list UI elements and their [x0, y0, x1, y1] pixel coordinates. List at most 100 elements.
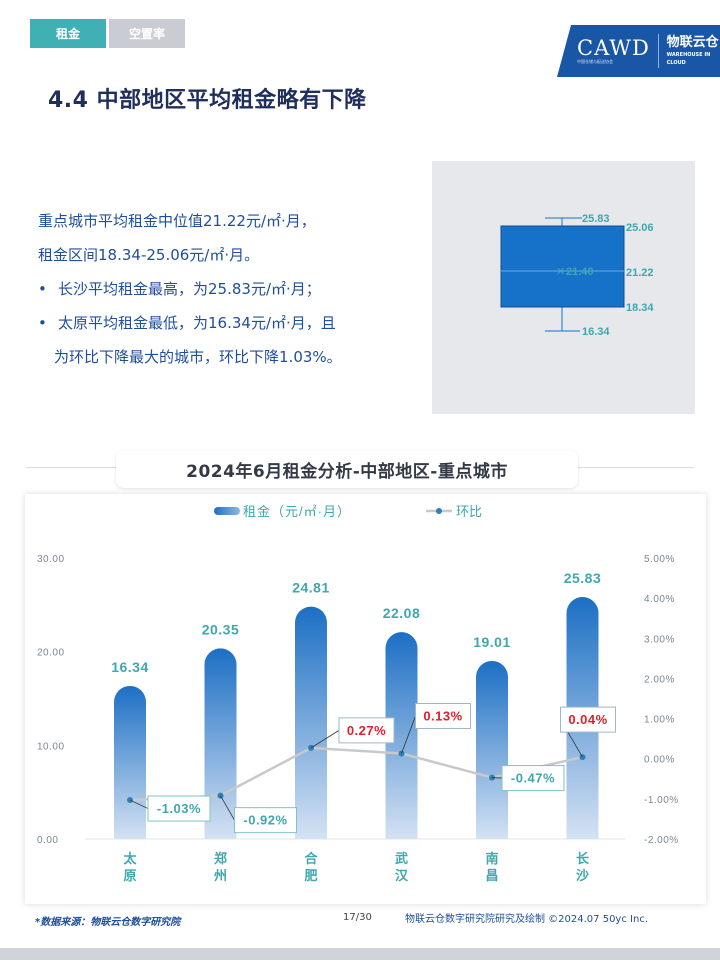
bullet-mark: •	[38, 280, 47, 298]
right-axis-tick-label: 1.00%	[644, 715, 675, 726]
mom-callout-label: -1.03%	[157, 801, 201, 816]
rent-bar	[476, 660, 508, 839]
boxplot-box	[500, 225, 625, 308]
warehouse-cloud-logo-cn: 物联云仓	[666, 35, 719, 50]
right-axis-tick-label: 2.00%	[644, 674, 675, 685]
chart-legend: 租金（元/㎡·月） 环比	[214, 504, 482, 519]
summary-line-2: 租金区间18.34-25.06元/㎡·月。	[38, 246, 260, 264]
category-label: 太	[122, 851, 137, 866]
mom-callout-leader	[401, 715, 416, 754]
mom-callout-box	[234, 807, 297, 834]
right-axis-tick-label: 4.00%	[644, 594, 675, 605]
warehouse-cloud-logo: 物联云仓 WAREHOUSE IN CLOUD	[667, 35, 720, 67]
summary-bullet-1: • 长沙平均租金最高，为25.83元/㎡·月；	[38, 272, 423, 306]
summary-line-1: 重点城市平均租金中位值21.22元/㎡·月，	[38, 212, 316, 230]
left-axis-tick-label: 30.00	[37, 554, 65, 565]
cawd-logo-text: CAWD	[577, 36, 650, 60]
cawd-logo: CAWD 中国仓储与配送协会	[577, 37, 650, 65]
category-label: 合	[304, 851, 318, 866]
chart-axes: 0.00 10.00 20.00 30.00 -2.00% -1.00% 0.00% 1.00…	[37, 554, 679, 883]
category-label: 沙	[576, 868, 589, 883]
mom-change-point	[127, 797, 133, 804]
mom-callout-label: 0.13%	[423, 708, 462, 723]
rent-bar	[295, 606, 327, 839]
category-label: 长	[576, 851, 590, 866]
rent-bar	[385, 632, 418, 839]
mom-callout-leader	[129, 799, 149, 809]
boxplot-q3-label: 25.06	[626, 222, 654, 234]
mom-callout-leader	[310, 730, 340, 749]
top-tabs: 租金 空置率	[30, 19, 185, 48]
category-label: 昌	[485, 868, 498, 883]
data-source-note: *数据来源：物联云仓数字研究院	[35, 917, 181, 928]
legend-rent-swatch	[214, 507, 240, 515]
chart-title: 2024年6月租金分析-中部地区-重点城市	[116, 450, 578, 488]
bar-series: 16.34 20.35 24.81 22.08 19.01 25.83	[111, 570, 601, 839]
right-axis-tick-label: -1.00%	[644, 795, 679, 806]
boxplot-mean-marker: ✕	[556, 266, 565, 278]
mom-callout-box	[147, 795, 211, 822]
left-axis-tick-label: 20.00	[37, 648, 65, 659]
mom-callout-box	[415, 702, 471, 729]
mom-change-point	[308, 744, 314, 751]
summary-bullet-2-continuation: 为环比下降最大的城市，环比下降1.03%。	[54, 348, 342, 366]
rent-chart: 0.00 10.00 20.00 30.00 -2.00% -1.00% 0.00% 1.00…	[37, 504, 679, 883]
rent-bar-value-label: 16.34	[111, 659, 149, 675]
cawd-logo-subtext: 中国仓储与配送协会	[577, 59, 613, 64]
category-label: 州	[213, 868, 227, 883]
boxplot-max-label: 25.83	[582, 213, 610, 225]
category-label: 郑	[214, 851, 227, 866]
summary-text: 重点城市平均租金中位值21.22元/㎡·月， 租金区间18.34-25.06元/…	[38, 204, 423, 374]
boxplot-min-label: 16.34	[582, 326, 610, 338]
mom-callout-label: 0.27%	[347, 723, 386, 738]
rent-bar-value-label: 19.01	[473, 634, 511, 650]
rent-bar	[114, 685, 146, 839]
right-axis-tick-label: -2.00%	[644, 835, 679, 846]
mom-callout-leader	[491, 777, 503, 779]
left-axis-tick-label: 0.00	[37, 835, 58, 846]
boxplot-median-label: 21.22	[626, 267, 654, 279]
page-number: 17/30	[343, 912, 372, 923]
tab-rent[interactable]: 租金	[30, 19, 106, 48]
warehouse-cloud-logo-en: WAREHOUSE IN CLOUD	[666, 52, 711, 66]
category-label: 武	[395, 851, 408, 866]
legend-mom-label: 环比	[456, 504, 482, 519]
category-label: 肥	[304, 868, 317, 883]
page-title: 4.4 中部地区平均租金略有下降	[48, 88, 367, 113]
legend-rent-label: 租金（元/㎡·月）	[243, 504, 351, 519]
rent-bar-value-label: 24.81	[292, 580, 330, 596]
mom-callout-box	[338, 717, 395, 744]
right-axis-tick-label: 0.00%	[644, 755, 675, 766]
mom-callout-box	[501, 765, 565, 792]
summary-bullet-2: • 太原平均租金最低，为16.34元/㎡·月，且	[38, 306, 423, 340]
tab-vacancy-rate[interactable]: 空置率	[109, 19, 185, 48]
legend-mom-swatch-marker	[436, 508, 442, 514]
mom-callout-label: -0.47%	[511, 771, 555, 786]
rent-bar-value-label: 22.08	[383, 605, 421, 621]
right-axis-tick-label: 5.00%	[644, 554, 675, 565]
line-series: -1.03% -0.92% 0.27% 0.13% -0.47% 0.04%	[127, 702, 616, 834]
rent-bar-value-label: 20.35	[202, 621, 240, 637]
boxplot-mean-label: 21.40	[566, 266, 594, 278]
chart-card: 0.00 10.00 20.00 30.00 -2.00% -1.00% 0.00% 1.00…	[25, 494, 706, 904]
right-axis-tick-label: 3.00%	[644, 634, 675, 645]
footer-credit: 物联云仓数字研究院研究及绘制 ©2024.07 50yc Inc.	[405, 914, 648, 925]
summary-bullet-2-text: 太原平均租金最低，为16.34元/㎡·月，且	[58, 314, 336, 332]
summary-bullet-1-text: 长沙平均租金最高，为25.83元/㎡·月；	[58, 280, 321, 298]
boxplot-q1-label: 18.34	[626, 302, 654, 314]
boxplot-svg: 25.83 25.06 ✕ 21.40 21.22 18.34 16.34	[500, 213, 654, 338]
brand-logo: CAWD 中国仓储与配送协会 物联云仓 WAREHOUSE IN CLOUD	[557, 25, 720, 77]
bullet-mark: •	[38, 314, 47, 332]
boxplot-panel: 25.83 25.06 ✕ 21.40 21.22 18.34 16.34	[432, 161, 695, 414]
category-label: 原	[123, 868, 136, 883]
logo-divider	[657, 34, 659, 68]
left-axis-tick-label: 10.00	[37, 741, 65, 752]
mom-callout-box	[560, 706, 616, 733]
rent-bar-value-label: 25.83	[564, 570, 602, 586]
bottom-bar	[0, 948, 720, 960]
category-label: 汉	[395, 868, 409, 883]
mom-callout-leader	[220, 795, 235, 821]
mom-callout-label: 0.04%	[568, 712, 607, 727]
category-label: 南	[485, 851, 498, 866]
